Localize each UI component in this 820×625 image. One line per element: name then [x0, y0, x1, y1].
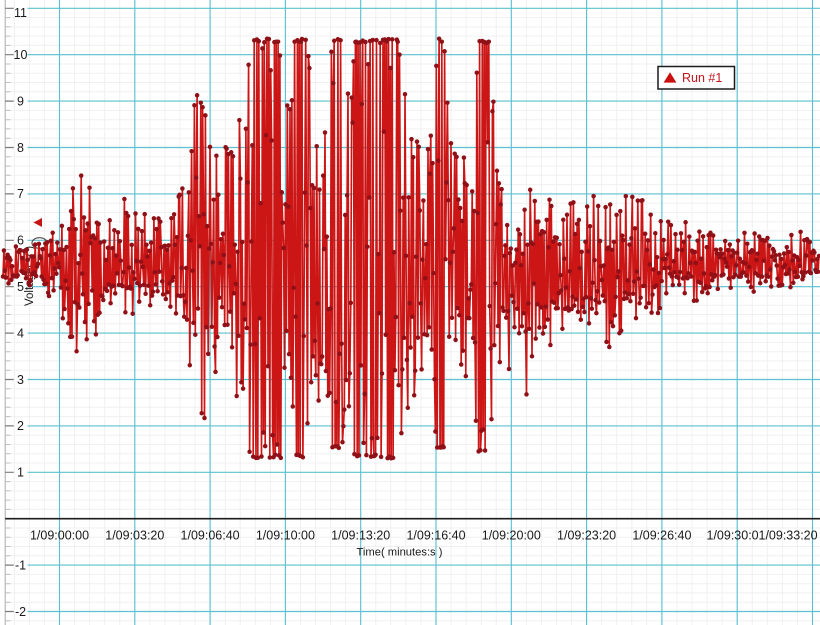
svg-text:1/09:13:20: 1/09:13:20 [331, 529, 390, 543]
svg-text:1/09:20:00: 1/09:20:00 [482, 529, 541, 543]
svg-text:1/09:16:40: 1/09:16:40 [406, 529, 465, 543]
svg-text:1/09:00:00: 1/09:00:00 [30, 529, 89, 543]
svg-text:11: 11 [14, 6, 27, 20]
svg-text:3: 3 [17, 373, 24, 387]
svg-text:-2: -2 [15, 605, 26, 619]
svg-text:Time( minutes:s ): Time( minutes:s ) [357, 547, 443, 559]
svg-text:10: 10 [14, 48, 28, 62]
svg-text:1/09:23:20: 1/09:23:20 [557, 529, 616, 543]
svg-text:7: 7 [17, 187, 24, 201]
svg-text:1: 1 [17, 466, 24, 480]
svg-text:1/09:33:20: 1/09:33:20 [759, 529, 818, 543]
svg-text:5: 5 [17, 280, 24, 294]
svg-text:9: 9 [17, 94, 24, 108]
svg-text:8: 8 [17, 141, 24, 155]
svg-text:1/09:26:40: 1/09:26:40 [632, 529, 691, 543]
svg-text:1/09:30:0: 1/09:30:0 [707, 529, 759, 543]
svg-text:Run #1: Run #1 [682, 71, 722, 85]
svg-text:-1: -1 [15, 558, 26, 572]
svg-text:6: 6 [17, 234, 24, 248]
svg-text:4: 4 [17, 326, 24, 340]
svg-text:1/09:06:40: 1/09:06:40 [181, 529, 240, 543]
svg-text:1/09:03:20: 1/09:03:20 [105, 529, 164, 543]
svg-text:2: 2 [17, 419, 24, 433]
svg-text:1/09:10:00: 1/09:10:00 [256, 529, 315, 543]
